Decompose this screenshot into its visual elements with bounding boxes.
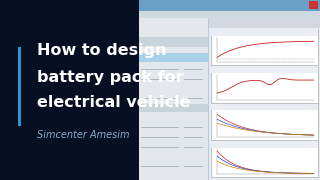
Bar: [139, 53, 208, 62]
Bar: [141, 147, 179, 148]
Bar: [184, 69, 203, 70]
Bar: [139, 0, 320, 11]
Bar: [209, 18, 320, 180]
Text: How to design: How to design: [37, 43, 166, 58]
Bar: [139, 11, 320, 18]
Bar: [141, 79, 179, 80]
Bar: [139, 18, 208, 180]
Bar: [211, 141, 318, 148]
Bar: [211, 29, 318, 65]
Bar: [141, 69, 179, 70]
Bar: [211, 67, 318, 103]
Bar: [309, 1, 318, 9]
Text: electrical vehicle: electrical vehicle: [37, 95, 190, 110]
Bar: [184, 166, 203, 167]
Bar: [184, 147, 203, 148]
Bar: [141, 127, 179, 128]
Bar: [139, 0, 320, 180]
Bar: [211, 141, 318, 177]
Bar: [18, 47, 21, 126]
Bar: [184, 127, 203, 128]
Bar: [141, 166, 179, 167]
Bar: [211, 104, 318, 110]
Bar: [184, 79, 203, 80]
Bar: [141, 108, 179, 109]
Bar: [211, 67, 318, 73]
Bar: [141, 137, 179, 138]
Text: Simcenter Amesim: Simcenter Amesim: [37, 130, 129, 140]
Text: battery pack for: battery pack for: [37, 70, 183, 85]
Bar: [139, 37, 208, 47]
Bar: [184, 137, 203, 138]
Bar: [141, 98, 179, 99]
Bar: [211, 104, 318, 140]
Bar: [211, 29, 318, 36]
Bar: [184, 98, 203, 99]
Bar: [139, 103, 208, 112]
Bar: [184, 108, 203, 109]
Bar: [209, 18, 320, 28]
